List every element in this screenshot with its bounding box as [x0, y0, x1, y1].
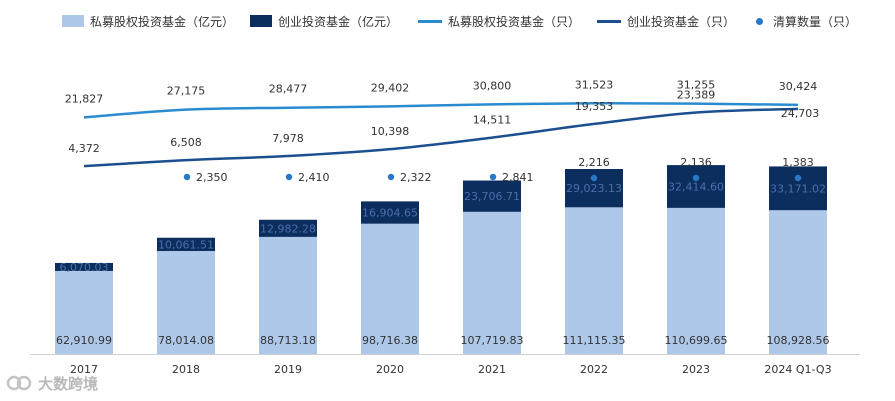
legend-label-pe-count: 私募股权投资基金（只）	[448, 14, 581, 29]
data-label-pe-amount-6: 110,699.65	[665, 334, 728, 347]
x-tick-label-0: 2017	[70, 363, 98, 376]
data-label-pe-count-0: 21,827	[65, 92, 104, 105]
data-label-vc-amount-2: 12,982.28	[260, 222, 316, 235]
data-label-vc-amount-5: 29,023.13	[566, 182, 622, 195]
x-tick-label-7: 2024 Q1-Q3	[764, 363, 831, 376]
x-tick-label-2: 2019	[274, 363, 302, 376]
legend-item-pe-count: 私募股权投资基金（只）	[418, 10, 580, 32]
data-label-liquidation-4: 2,841	[502, 171, 534, 184]
data-label-liquidation-6: 2,136	[680, 156, 712, 169]
dot-liquidation-4	[489, 173, 497, 181]
data-label-pe-count-7: 30,424	[779, 80, 818, 93]
legend-swatch-liquidation	[756, 17, 763, 25]
data-label-vc-count-3: 10,398	[371, 125, 410, 138]
data-label-pe-count-2: 28,477	[269, 83, 308, 96]
x-tick-label-4: 2021	[478, 363, 506, 376]
bar-pe-amount-7	[769, 210, 827, 354]
data-label-vc-amount-0: 6,070.03	[60, 261, 109, 274]
x-tick-label-5: 2022	[580, 363, 608, 376]
data-label-pe-count-3: 29,402	[371, 81, 410, 94]
data-label-pe-amount-1: 78,014.08	[158, 334, 214, 347]
legend: 私募股权投资基金（亿元） 创业投资基金（亿元） 私募股权投资基金（只） 创业投资…	[0, 10, 895, 32]
line-pe-count	[83, 102, 799, 119]
watermark-logo-icon	[6, 375, 32, 391]
data-label-vc-count-2: 7,978	[272, 132, 304, 145]
bar-pe-amount-3	[361, 223, 419, 354]
data-label-vc-amount-1: 10,061.51	[158, 238, 214, 251]
data-label-liquidation-2: 2,410	[298, 171, 330, 184]
bar-vc-amount-0	[55, 262, 113, 271]
x-tick-label-1: 2018	[172, 363, 200, 376]
data-label-vc-amount-3: 16,904.65	[362, 207, 418, 220]
data-label-vc-count-6: 23,389	[677, 89, 716, 102]
bar-pe-amount-0	[55, 270, 113, 354]
legend-swatch-pe-count	[418, 19, 442, 23]
data-label-pe-amount-5: 111,115.35	[563, 334, 626, 347]
dot-liquidation-2	[285, 173, 293, 181]
data-label-vc-count-0: 4,372	[68, 142, 100, 155]
data-label-pe-count-5: 31,523	[575, 78, 614, 91]
data-label-liquidation-7: 1,383	[782, 156, 814, 169]
data-label-vc-count-7: 24,703	[781, 107, 820, 120]
line-vc-count	[83, 107, 799, 168]
legend-label-vc-count: 创业投资基金（只）	[627, 14, 736, 29]
data-label-liquidation-3: 2,322	[400, 171, 432, 184]
legend-swatch-vc-amount	[250, 15, 272, 27]
data-label-liquidation-5: 2,216	[578, 156, 610, 169]
legend-swatch-pe-amount	[62, 15, 84, 27]
legend-item-vc-amount: 创业投资基金（亿元）	[250, 10, 398, 32]
data-label-pe-amount-7: 108,928.56	[767, 334, 830, 347]
watermark: 大数跨境	[6, 371, 98, 395]
watermark-text: 大数跨境	[38, 374, 99, 393]
dot-liquidation-1	[183, 173, 191, 181]
bar-pe-amount-6	[667, 207, 725, 354]
data-label-pe-count-1: 27,175	[167, 85, 206, 98]
bar-pe-amount-1	[157, 251, 215, 354]
legend-item-vc-count: 创业投资基金（只）	[597, 10, 735, 32]
data-label-vc-amount-6: 32,414.60	[668, 180, 724, 193]
data-label-vc-count-5: 19,353	[575, 100, 614, 113]
bar-vc-amount-2	[259, 219, 317, 237]
x-tick-label-3: 2020	[376, 363, 404, 376]
legend-label-pe-amount: 私募股权投资基金（亿元）	[90, 14, 235, 29]
bar-pe-amount-4	[463, 211, 521, 354]
data-label-pe-amount-2: 88,713.18	[260, 334, 316, 347]
x-tick-label-6: 2023	[682, 363, 710, 376]
dot-liquidation-7	[794, 174, 802, 182]
data-label-vc-count-1: 6,508	[170, 136, 202, 149]
data-label-vc-amount-4: 23,706.71	[464, 190, 520, 203]
dot-liquidation-3	[387, 173, 395, 181]
legend-item-liquidation: 清算数量（只）	[748, 10, 857, 32]
dot-liquidation-6	[692, 174, 700, 182]
legend-label-vc-amount: 创业投资基金（亿元）	[278, 14, 399, 29]
legend-item-pe-amount: 私募股权投资基金（亿元）	[62, 10, 234, 32]
legend-label-liquidation: 清算数量（只）	[773, 14, 858, 29]
data-label-pe-amount-4: 107,719.83	[461, 334, 524, 347]
bar-vc-amount-7	[769, 166, 827, 211]
bar-vc-amount-3	[361, 201, 419, 224]
legend-swatch-vc-count	[597, 19, 621, 23]
data-label-liquidation-1: 2,350	[196, 171, 228, 184]
data-label-vc-amount-7: 33,171.02	[770, 182, 826, 195]
bar-vc-amount-4	[463, 180, 521, 212]
bar-vc-amount-1	[157, 237, 215, 252]
bar-pe-amount-2	[259, 236, 317, 354]
bar-pe-amount-5	[565, 207, 623, 354]
data-label-pe-amount-0: 62,910.99	[56, 334, 112, 347]
data-label-pe-amount-3: 98,716.38	[362, 334, 418, 347]
bar-vc-amount-6	[667, 165, 725, 208]
data-label-pe-count-4: 30,800	[473, 79, 512, 92]
dot-liquidation-5	[590, 174, 598, 182]
data-label-vc-count-4: 14,511	[473, 114, 512, 127]
data-label-pe-count-6: 31,255	[677, 79, 716, 92]
